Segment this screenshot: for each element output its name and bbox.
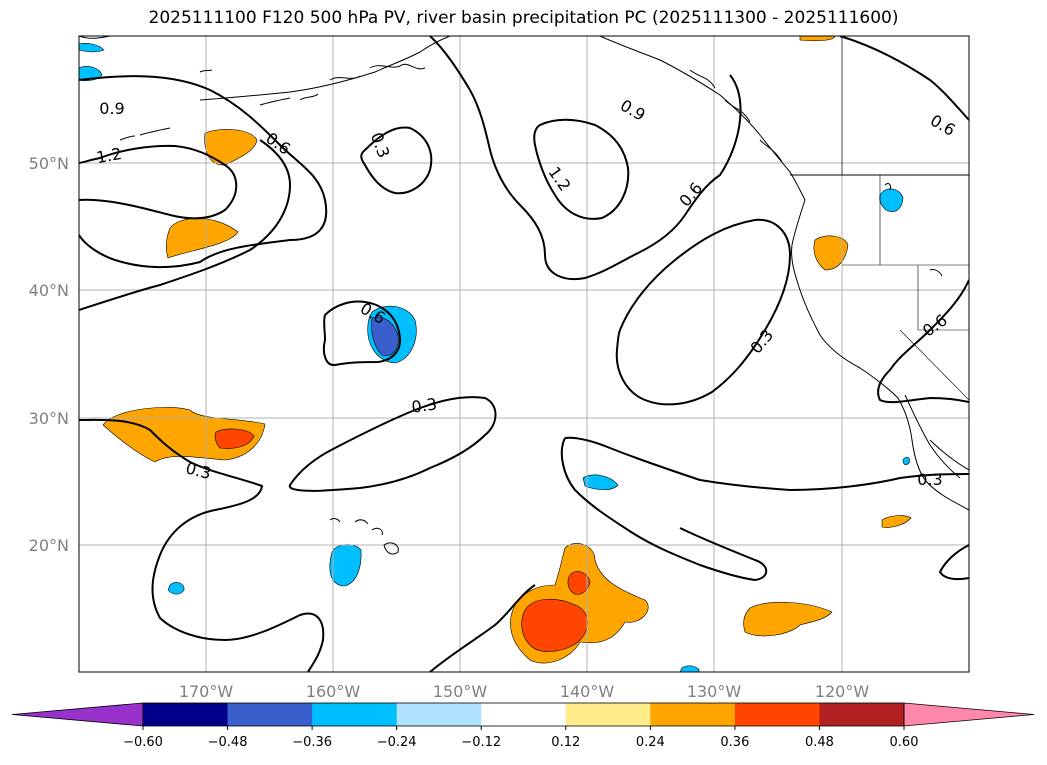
pv-contour — [564, 436, 969, 492]
precip-blob-orange — [881, 515, 912, 528]
pv-contour — [79, 144, 238, 220]
pv-contour — [360, 126, 433, 195]
pv-contour — [938, 544, 969, 581]
pv-contours — [79, 36, 969, 672]
colorbar-segment — [481, 703, 567, 726]
precip-blob-blue — [902, 456, 910, 465]
pv-contour — [429, 584, 536, 672]
precip-blob-blue — [879, 188, 904, 212]
lat-label: 30°N — [29, 409, 69, 428]
precip-blob-blue — [582, 474, 619, 490]
map-title: 2025111100 F120 500 hPa PV, river basin … — [148, 8, 899, 28]
lon-label: 120°W — [815, 682, 870, 701]
colorbar-tick-label: 0.60 — [890, 735, 919, 750]
pv-contour — [79, 139, 292, 311]
colorbar-extend-max — [903, 702, 1035, 727]
us-west-coast — [791, 199, 969, 511]
pv-contour — [322, 300, 402, 366]
colorbar-segment — [227, 703, 313, 726]
alaska-coast — [329, 63, 426, 81]
lon-label: 130°W — [687, 682, 742, 701]
lon-label: 140°W — [560, 682, 615, 701]
state-borders — [841, 36, 969, 401]
map-frame — [78, 35, 970, 673]
lon-label: 170°W — [179, 682, 234, 701]
pv-contour — [560, 437, 768, 582]
colorbar-segment — [734, 703, 820, 726]
pv-contour — [839, 36, 969, 121]
precip-blob-red — [567, 571, 591, 595]
colorbar-tick-label: −0.36 — [292, 735, 332, 750]
precip-blob-orange — [743, 601, 833, 637]
colorbar-segment — [312, 703, 398, 726]
alaska-detail — [199, 69, 319, 101]
lon-label: 150°W — [433, 682, 488, 701]
colorbar-tick-label: −0.48 — [208, 735, 248, 750]
lat-label: 20°N — [29, 536, 69, 555]
precip-blob-darkblue — [371, 316, 399, 356]
colorbar-tick-label: −0.12 — [461, 735, 501, 750]
pv-contour — [877, 279, 969, 404]
aleutian-islands — [119, 97, 291, 141]
colorbar-tick-label: −0.24 — [377, 735, 417, 750]
british-columbia-islands — [689, 69, 783, 163]
contour-label: 0.3 — [410, 394, 438, 416]
pv-contour — [615, 218, 792, 406]
alaska-coast — [199, 36, 451, 101]
precip-blob-blue — [167, 582, 185, 595]
colorbar-tick-label: 0.24 — [636, 735, 665, 750]
hawaii-islands — [329, 518, 399, 555]
lat-label: 40°N — [29, 281, 69, 300]
pv-contour — [429, 36, 742, 280]
colorbar-tick-label: −0.60 — [123, 735, 163, 750]
colorbar-outline — [142, 702, 905, 727]
colorbar-extend-min — [11, 702, 144, 727]
baja-coast — [904, 394, 961, 479]
colorbar-segment — [396, 703, 482, 726]
graticule — [79, 36, 969, 672]
longitude-labels: 170°W 160°W 150°W 140°W 130°W 120°W — [179, 682, 870, 701]
pv-contour — [533, 118, 630, 220]
colorbar: −0.60 −0.48 −0.36 −0.24 −0.12 0.12 0.24 0.36 0.4… — [11, 702, 1035, 750]
pv-contour — [79, 418, 325, 672]
colorbar-tick-label: 0.48 — [805, 735, 834, 750]
precip-blob-orange — [813, 235, 849, 271]
colorbar-segment — [650, 703, 736, 726]
colorbar-tick-label: 0.12 — [551, 735, 580, 750]
contour-label: 1.2 — [95, 144, 123, 167]
colorbar-tick-label: 0.36 — [720, 735, 749, 750]
pv-contour — [79, 75, 328, 269]
contour-label: 0.3 — [917, 470, 942, 489]
alaska-panhandle-coast — [599, 36, 806, 201]
colorbar-segment — [819, 703, 905, 726]
colorbar-segment — [565, 703, 651, 726]
contour-label: 0.9 — [99, 99, 124, 118]
pv-contour — [288, 396, 497, 492]
precip-shading — [79, 36, 912, 672]
mexico-coast — [929, 439, 969, 471]
precip-blob-blue — [79, 43, 105, 53]
coastlines — [79, 36, 969, 555]
latitude-labels: 50°N 40°N 30°N 20°N — [29, 154, 69, 555]
colorbar-segment — [143, 703, 229, 726]
precip-blob-red — [214, 428, 255, 449]
lat-label: 50°N — [29, 154, 69, 173]
cascade-lakes — [884, 183, 943, 277]
precip-blob-red — [521, 598, 588, 652]
lon-label: 160°W — [306, 682, 361, 701]
